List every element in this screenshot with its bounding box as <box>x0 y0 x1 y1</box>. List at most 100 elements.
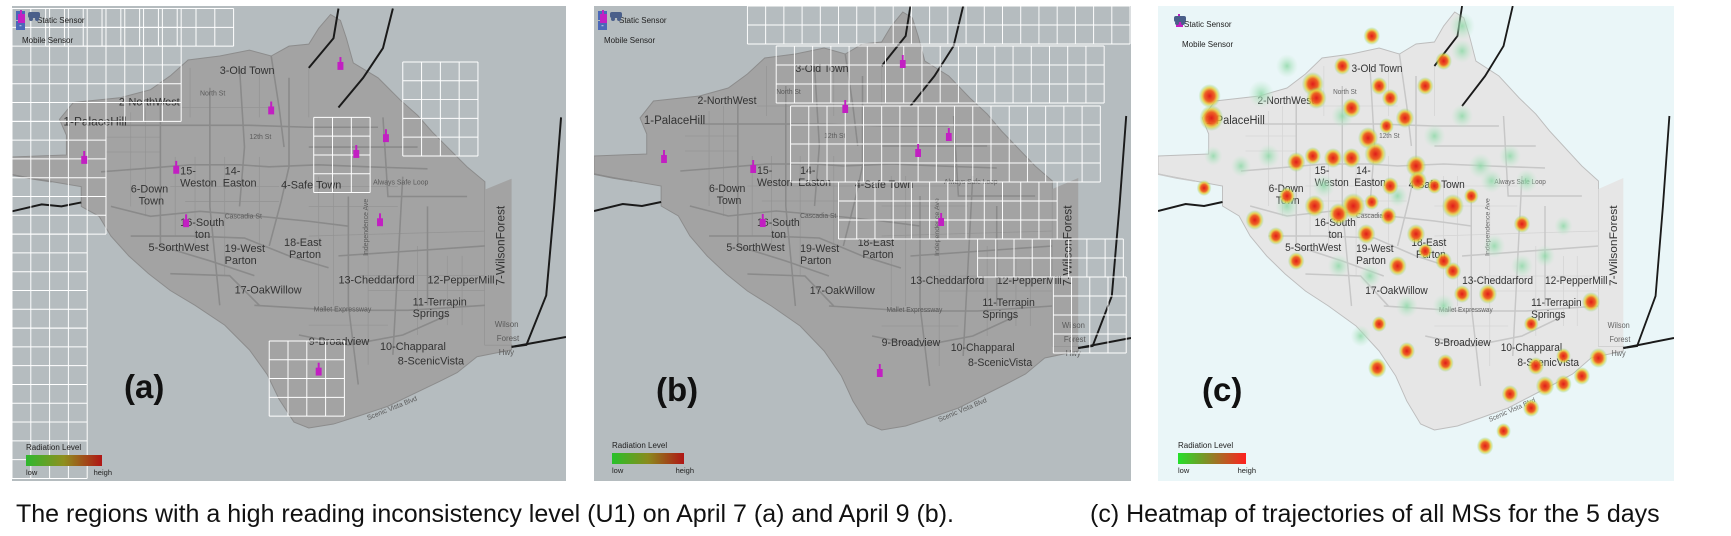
heat-hotspot <box>1342 148 1361 168</box>
heat-hotspot <box>1573 367 1591 385</box>
heat-hotspot <box>1379 118 1394 134</box>
heat-hotspot <box>1388 256 1407 276</box>
heat-cool-spot <box>1248 80 1275 108</box>
street-label-s9: Forest <box>497 334 520 343</box>
static-sensor-marker[interactable] <box>899 55 906 68</box>
heat-cool-spot <box>1358 264 1381 288</box>
heat-cool-spot <box>1451 39 1474 63</box>
static-sensor-label: Static Sensor <box>37 15 85 25</box>
heat-hotspot <box>1435 52 1452 70</box>
region-label-r14b: Easton <box>798 177 831 189</box>
region-label-r6a: 6-Down <box>131 184 168 196</box>
street-label-s1: North St <box>200 91 225 98</box>
mobile-sensor-icon-c <box>1174 16 1186 25</box>
region-label-r15b: Weston <box>180 178 217 190</box>
region-label-r18b: Parton <box>289 249 321 261</box>
region-label-r6b: Town <box>139 195 164 207</box>
region-label-r13: 13-Cheddarford <box>1462 275 1533 287</box>
region-label-r14b: Easton <box>223 178 257 190</box>
static-sensor-marker[interactable] <box>945 128 952 141</box>
zoom-out-button-b[interactable]: - <box>598 20 607 30</box>
heat-hotspot <box>1406 224 1426 244</box>
heat-hotspot <box>1370 77 1388 95</box>
map-panel-a[interactable]: 1-PalaceHill 2-NorthWest 3-Old Town 4-Safe … <box>12 6 566 481</box>
heat-cool-spot <box>1510 254 1534 278</box>
heat-hotspot <box>1196 180 1212 196</box>
heat-cool-spot <box>1275 54 1299 78</box>
heat-hotspot <box>1278 187 1296 205</box>
region-label-r3: 3-Old Town <box>795 63 848 75</box>
static-sensor-marker[interactable] <box>842 100 849 113</box>
street-label-s8: Wilson <box>495 320 519 329</box>
heat-cool-spot <box>1423 124 1446 148</box>
region-label-r12: 12-PepperMill <box>997 275 1062 287</box>
street-label-s4: Cascadia St <box>1356 213 1391 220</box>
sensor-legend-c: Static Sensor Mobile Sensor <box>1174 14 1233 54</box>
region-label-r19a: 19-West <box>225 243 265 255</box>
radiation-title-b: Radiation Level <box>612 441 668 450</box>
radiation-legend-b: Radiation Level low heigh <box>612 441 712 475</box>
heat-hotspot <box>1496 423 1511 439</box>
mobile-sensor-label-b: Mobile Sensor <box>604 35 656 45</box>
region-label-r13: 13-Cheddarford <box>338 275 414 287</box>
heat-hotspot <box>1463 188 1479 204</box>
heat-cool-spot <box>1204 146 1223 166</box>
region-label-r18b: Parton <box>863 249 894 261</box>
static-sensor-marker[interactable] <box>382 129 389 143</box>
zoom-out-button[interactable]: - <box>16 20 25 30</box>
static-sensor-marker[interactable] <box>759 214 766 227</box>
street-label-s1: North St <box>1333 89 1357 96</box>
heat-hotspot <box>1381 177 1399 195</box>
static-sensor-marker[interactable] <box>315 362 322 376</box>
radiation-low-label-b: low <box>612 466 624 475</box>
radiation-low-label: low <box>26 468 38 477</box>
map-panel-b[interactable]: 1-PalaceHill 2-NorthWest 3-Old Town 4-Safe … <box>594 6 1131 481</box>
region-label-r17: 17-OakWillow <box>235 284 302 296</box>
static-sensor-marker[interactable] <box>268 101 275 115</box>
heat-hotspot <box>1478 284 1498 304</box>
static-sensor-marker[interactable] <box>353 145 360 158</box>
heat-cool-spot <box>1395 294 1418 318</box>
static-sensor-marker[interactable] <box>81 151 88 164</box>
static-sensor-label-b: Static Sensor <box>619 15 667 25</box>
static-sensor-marker[interactable] <box>377 213 383 227</box>
static-sensor-marker[interactable] <box>876 364 883 377</box>
region-label-r10: 10-Chapparal <box>951 342 1015 354</box>
region-label-r18a: 18-East <box>284 237 321 249</box>
radiation-high-label-c: heigh <box>1237 466 1256 475</box>
static-sensor-marker[interactable] <box>337 57 344 70</box>
region-label-r6a: 6-Down <box>709 183 745 195</box>
static-sensor-marker[interactable] <box>173 160 180 174</box>
heat-cool-spot <box>1498 144 1522 168</box>
static-sensor-marker[interactable] <box>938 213 945 226</box>
region-label-r11b: Springs <box>1531 309 1565 321</box>
region-label-r9: 9-Broadview <box>1434 337 1491 349</box>
heat-hotspot <box>1556 348 1571 364</box>
radiation-legend-a: Radiation Level low heigh <box>26 443 126 477</box>
region-label-r16b: ton <box>1328 229 1342 241</box>
static-sensor-marker[interactable] <box>915 144 921 157</box>
static-sensor-marker[interactable] <box>750 160 757 173</box>
heat-hotspot <box>1198 84 1221 108</box>
radiation-low-label-c: low <box>1178 466 1190 475</box>
region-label-r2: 2-NorthWest <box>698 95 757 107</box>
static-sensor-marker[interactable] <box>661 150 667 163</box>
street-label-s10: Hwy <box>1611 349 1625 358</box>
heat-cool-spot <box>1257 144 1280 168</box>
region-label-r5: 5-SorthWest <box>149 242 209 254</box>
street-label-s2: 12th St <box>824 133 845 140</box>
region-label-r11b: Springs <box>413 308 450 320</box>
region-label-r12: 12-PepperMill <box>1545 275 1607 287</box>
radiation-legend-c: Radiation Level low heigh <box>1178 441 1278 475</box>
street-label-s5: Mallet Expressway <box>1439 307 1493 314</box>
region-label-r5: 5-SorthWest <box>726 242 784 254</box>
static-sensor-marker[interactable] <box>183 214 190 228</box>
region-label-r10: 10-Chapparal <box>1501 342 1562 354</box>
region-label-r19a: 19-West <box>800 243 839 255</box>
heat-hotspot <box>1581 292 1601 312</box>
region-label-r15a: 15- <box>180 166 196 178</box>
